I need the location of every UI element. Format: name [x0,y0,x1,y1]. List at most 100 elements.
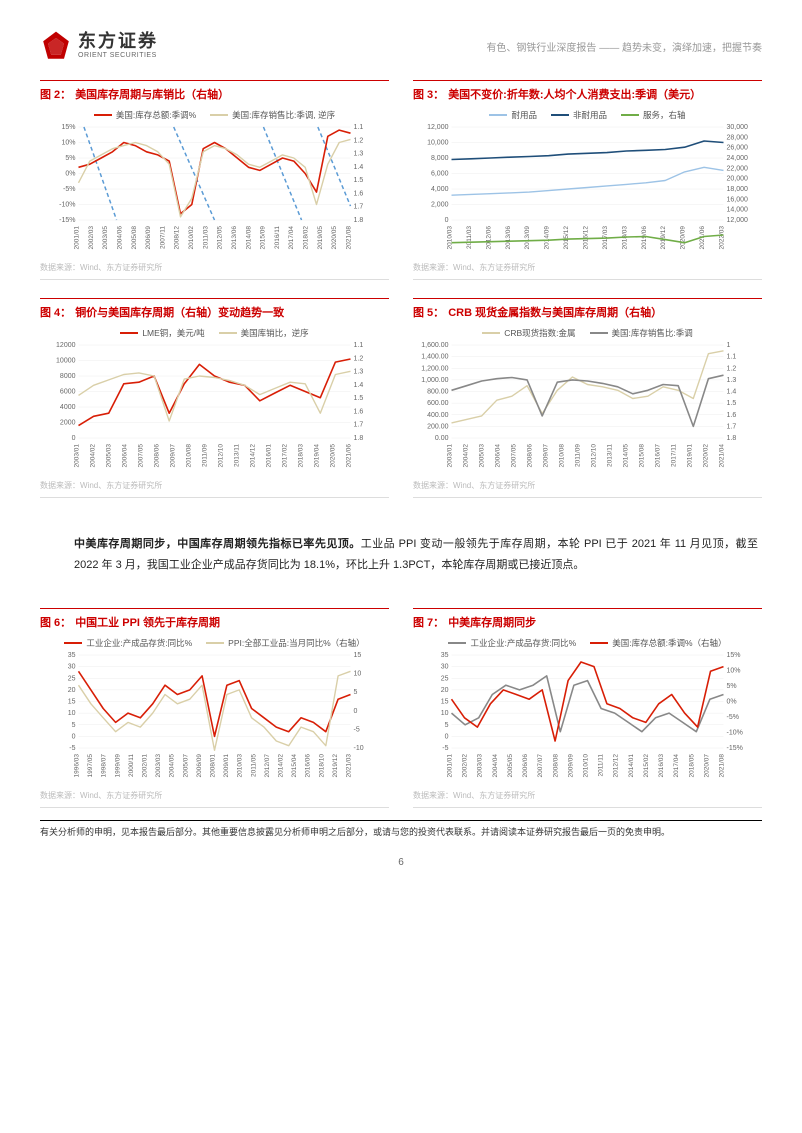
legend-label: PPI:全部工业品:当月同比%（右轴） [228,637,364,649]
svg-text:25: 25 [68,675,76,682]
legend-swatch-icon [448,642,466,645]
page-number: 6 [40,857,762,868]
chart-body: 12,00010,0008,0006,0004,0002,000030,0002… [413,123,762,258]
legend-swatch-icon [482,332,500,335]
svg-text:2018/05: 2018/05 [688,753,695,777]
svg-text:28,000: 28,000 [727,134,749,141]
svg-text:2015/09: 2015/09 [260,226,267,250]
svg-text:2003/03: 2003/03 [155,753,162,777]
svg-text:2017/04: 2017/04 [288,226,295,250]
legend-label: 非耐用品 [573,109,607,121]
svg-text:2005/03: 2005/03 [106,444,113,468]
footer-rule: 有关分析师的申明，见本报告最后部分。其他重要信息披露见分析师申明之后部分，或请与… [40,820,762,840]
svg-text:2010/03: 2010/03 [237,753,244,777]
svg-text:10: 10 [68,710,76,717]
svg-text:0%: 0% [65,171,75,178]
svg-text:2021/06: 2021/06 [346,444,353,468]
svg-text:2006/04: 2006/04 [495,444,502,468]
svg-text:2004/06: 2004/06 [116,226,123,250]
svg-text:2016/07: 2016/07 [655,444,662,468]
svg-text:2011/03: 2011/03 [466,226,473,249]
svg-text:2018/03: 2018/03 [298,444,305,468]
svg-text:16,000: 16,000 [727,196,749,203]
svg-text:-10: -10 [354,745,364,752]
svg-text:1.2: 1.2 [354,137,364,144]
svg-text:1: 1 [727,342,731,349]
chart-title-row: 图 6：中国工业 PPI 领先于库存周期 [40,608,389,633]
svg-text:-10%: -10% [727,729,743,736]
svg-text:12,000: 12,000 [427,124,449,131]
svg-text:1,000.00: 1,000.00 [421,377,448,384]
legend-label: 服务，右轴 [643,109,686,121]
svg-text:2009/07: 2009/07 [170,444,177,468]
svg-text:-5%: -5% [727,714,739,721]
svg-text:2020/05: 2020/05 [331,226,338,250]
svg-text:6000: 6000 [60,389,76,396]
chart-source: 数据来源：Wind、东方证券研究所 [413,476,762,498]
legend-swatch-icon [590,642,608,645]
chart-legend: 工业企业:产成品存货:同比%美国:库存总额:季调%（右轴） [413,633,762,651]
svg-text:4,000: 4,000 [431,186,449,193]
legend-item: 服务，右轴 [621,109,686,121]
svg-text:25: 25 [441,675,449,682]
svg-text:1.5: 1.5 [354,395,364,402]
svg-text:1.7: 1.7 [727,423,737,430]
svg-text:2013/06: 2013/06 [231,226,238,250]
svg-text:20: 20 [68,687,76,694]
svg-text:2003/01: 2003/01 [74,444,81,468]
legend-swatch-icon [219,332,237,335]
svg-text:1.7: 1.7 [354,204,364,211]
svg-text:2020/05: 2020/05 [330,444,337,468]
svg-text:2003/01: 2003/01 [447,444,454,468]
svg-text:2013/11: 2013/11 [607,444,614,467]
chart-source: 数据来源：Wind、东方证券研究所 [40,258,389,280]
svg-text:1.1: 1.1 [354,124,364,131]
svg-text:2018/10: 2018/10 [318,753,325,777]
legend-swatch-icon [489,114,507,117]
svg-text:20,000: 20,000 [727,176,749,183]
svg-text:15: 15 [441,698,449,705]
svg-text:800.00: 800.00 [427,389,449,396]
chart-svg: 1200010000800060004000200001.11.21.31.41… [40,341,389,476]
svg-text:14,000: 14,000 [727,207,749,214]
svg-text:2003/05: 2003/05 [102,226,109,250]
svg-text:-10%: -10% [59,202,75,209]
svg-text:0: 0 [445,217,449,224]
svg-text:2018/02: 2018/02 [303,226,310,250]
chart-svg: 35302520151050-5151050-5-101996/031997/0… [40,651,389,786]
svg-text:2015/12: 2015/12 [563,226,570,250]
svg-text:2017/04: 2017/04 [673,753,680,777]
svg-text:5: 5 [354,689,358,696]
svg-text:22,000: 22,000 [727,165,749,172]
svg-text:2014/01: 2014/01 [628,753,635,777]
svg-text:1,600.00: 1,600.00 [421,342,448,349]
svg-text:0%: 0% [727,698,737,705]
svg-text:2008/01: 2008/01 [210,753,217,777]
header-subtitle: 有色、钢铁行业深度报告 —— 趋势未变，演绎加速，把握节奏 [486,39,762,54]
svg-text:10%: 10% [61,140,75,147]
svg-text:5%: 5% [65,155,75,162]
svg-text:2008/06: 2008/06 [527,444,534,468]
chart-legend: CRB现货指数:金属美国:库存销售比:季调 [413,323,762,341]
svg-text:10000: 10000 [56,358,76,365]
svg-text:2019/05: 2019/05 [317,226,324,250]
legend-label: 工业企业:产成品存货:同比% [470,637,576,649]
chart-svg: 35302520151050-515%10%5%0%-5%-10%-15%200… [413,651,762,786]
chart-title-row: 图 3：美国不变价:折年数:人均个人消费支出:季调（美元） [413,80,762,105]
svg-text:0: 0 [354,708,358,715]
svg-text:2007/05: 2007/05 [511,444,518,468]
svg-text:15%: 15% [727,652,741,659]
svg-text:2014/08: 2014/08 [245,226,252,250]
svg-text:2014/12: 2014/12 [250,444,257,468]
chart-fig-label: 图 4： [40,304,71,320]
chart-fig-label: 图 6： [40,614,71,630]
svg-text:1.3: 1.3 [727,377,737,384]
chart-body: 35302520151050-515%10%5%0%-5%-10%-15%200… [413,651,762,786]
svg-text:4000: 4000 [60,404,76,411]
svg-text:2021/04: 2021/04 [719,444,726,468]
chart-body: 35302520151050-5151050-5-101996/031997/0… [40,651,389,786]
svg-text:2006/09: 2006/09 [196,753,203,777]
svg-text:30,000: 30,000 [727,124,749,131]
svg-text:24,000: 24,000 [727,155,749,162]
svg-text:35: 35 [68,652,76,659]
